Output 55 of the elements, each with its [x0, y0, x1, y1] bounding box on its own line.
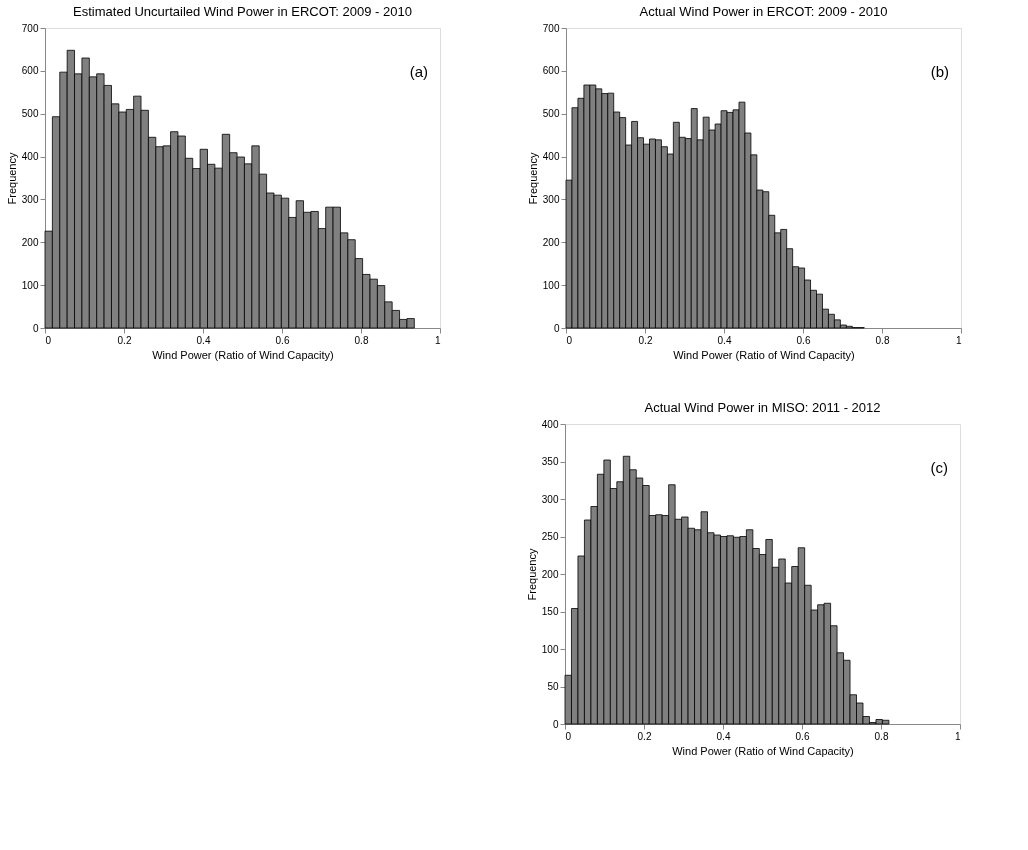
y-tick-label: 600: [21, 65, 39, 77]
x-tick-label: 0: [566, 334, 573, 346]
y-axis-title: Frequency: [5, 152, 18, 205]
y-tick-label: 300: [21, 193, 39, 205]
x-tick-label: 0.2: [117, 334, 132, 346]
x-tick-label: 0.6: [275, 334, 290, 346]
y-tick-label: 0: [552, 718, 559, 730]
x-tick-label: 1: [955, 334, 962, 346]
y-tick-label: 50: [547, 681, 559, 692]
x-tick-label: 0: [45, 334, 52, 346]
x-tick-label: 0.8: [875, 334, 890, 346]
x-tick-label: 0.8: [874, 730, 889, 742]
chart-title: Actual Wind Power in ERCOT: 2009 - 2010: [639, 4, 888, 19]
y-tick-label: 700: [542, 22, 560, 34]
y-axis-title: Frequency: [526, 152, 539, 205]
y-tick-label: 100: [21, 279, 39, 291]
chart-title: Actual Wind Power in MISO: 2011 - 2012: [644, 400, 881, 415]
y-tick-label: 600: [542, 65, 560, 77]
y-tick-label: 200: [21, 236, 39, 248]
y-tick-label: 500: [542, 108, 560, 120]
y-tick-label: 250: [541, 531, 559, 542]
y-tick-label: 100: [541, 643, 559, 655]
y-tick-label: 350: [541, 456, 559, 467]
x-tick-label: 1: [954, 730, 961, 742]
x-tick-label: 0.6: [796, 334, 811, 346]
x-tick-label: 0.4: [716, 730, 731, 742]
y-tick-label: 400: [21, 151, 39, 163]
x-tick-label: 0.2: [637, 730, 652, 742]
x-tick-label: 0.4: [717, 334, 732, 346]
x-axis-title: Wind Power (Ratio of Wind Capacity): [673, 348, 855, 361]
x-tick-label: 0.8: [354, 334, 369, 346]
y-tick-label: 700: [21, 22, 39, 34]
x-tick-label: 0.4: [196, 334, 211, 346]
x-axis-title: Wind Power (Ratio of Wind Capacity): [672, 744, 854, 757]
chart-title: Estimated Uncurtailed Wind Power in ERCOT: 2009 - 2010: [73, 4, 412, 19]
y-tick-label: 0: [553, 322, 560, 334]
x-tick-label: 0.2: [638, 334, 653, 346]
x-tick-label: 1: [434, 334, 441, 346]
y-tick-label: 400: [541, 418, 559, 430]
y-tick-label: 300: [541, 493, 559, 505]
y-axis-title: Frequency: [525, 548, 538, 601]
x-axis-title: Wind Power (Ratio of Wind Capacity): [152, 348, 334, 361]
y-tick-label: 400: [542, 151, 560, 163]
y-tick-label: 0: [32, 322, 39, 334]
x-tick-label: 0: [565, 730, 572, 742]
y-tick-label: 100: [542, 279, 560, 291]
y-tick-label: 200: [541, 568, 559, 580]
x-tick-label: 0.6: [795, 730, 810, 742]
annotation: (a): [409, 63, 428, 80]
y-tick-label: 200: [542, 236, 560, 248]
y-tick-label: 150: [541, 606, 559, 617]
annotation: (b): [930, 63, 949, 80]
y-tick-label: 300: [542, 193, 560, 205]
y-tick-label: 500: [21, 108, 39, 120]
annotation: (c): [930, 459, 948, 476]
